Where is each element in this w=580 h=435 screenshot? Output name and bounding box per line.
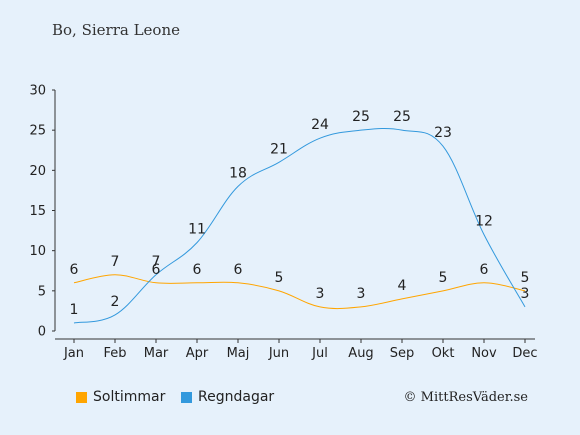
legend-label-soltimmar: Soltimmar [93,389,166,405]
data-label-soltimmar: 5 [275,270,284,286]
data-label-regndagar: 7 [152,254,161,270]
y-axis: 0 5 10 15 20 25 30 [29,84,56,340]
x-tick-label: Jul [311,346,328,361]
x-tick-label: Okt [432,346,455,361]
x-tick-label: Nov [471,346,497,361]
y-tick-label: 25 [29,124,46,139]
x-tick-label: Jun [268,346,289,361]
data-label-regndagar: 11 [188,222,206,238]
data-label-soltimmar: 5 [439,270,448,286]
x-axis: Jan Feb Mar Apr Maj Jun Jul Aug Sep Okt Nov Dec [55,338,538,361]
y-tick-label: 30 [29,84,46,99]
data-label-soltimmar: 3 [316,286,325,302]
x-tick-label: Maj [227,346,250,361]
legend-item-regndagar: Regndagar [181,389,274,405]
y-tick-label: 0 [38,325,46,340]
data-label-soltimmar: 6 [193,262,202,278]
series-line-regndagar [73,128,526,324]
data-label-soltimmar: 6 [480,262,489,278]
data-label-regndagar: 23 [434,125,452,141]
data-label-regndagar: 25 [352,109,370,125]
x-tick-label: Feb [103,346,126,361]
data-label-regndagar: 12 [475,214,493,230]
data-label-regndagar: 25 [393,109,411,125]
data-label-soltimmar: 6 [152,262,161,278]
x-tick-label: Aug [348,346,373,361]
data-label-regndagar: 18 [229,165,247,181]
x-tick-label: Mar [144,346,169,361]
x-tick-label: Apr [186,346,209,361]
data-label-regndagar: 1 [70,302,79,318]
data-label-soltimmar: 3 [357,286,366,302]
series-lines [73,128,526,324]
data-label-soltimmar: 4 [398,278,407,294]
y-tick-label: 10 [29,244,46,259]
data-label-regndagar: 24 [311,117,329,133]
credit-text: © MittResVäder.se [403,390,528,405]
y-tick-label: 5 [38,284,46,299]
data-label-regndagar: 21 [270,141,288,157]
y-tick-label: 15 [29,204,46,219]
legend-item-soltimmar: Soltimmar [76,389,165,405]
series-line-soltimmar [73,274,526,310]
data-label-soltimmar: 7 [111,254,120,270]
x-tick-label: Jan [63,346,84,361]
x-tick-label: Sep [390,346,415,361]
data-label-soltimmar: 6 [70,262,79,278]
data-label-soltimmar: 6 [234,262,243,278]
data-label-regndagar: 2 [111,294,120,310]
legend-swatch-soltimmar [76,391,87,403]
data-label-soltimmar: 5 [521,270,530,286]
x-tick-label: Dec [512,346,537,361]
y-tick-label: 20 [29,164,46,179]
legend-label-regndagar: Regndagar [198,389,275,405]
chart-title: Bo, Sierra Leone [52,21,180,39]
legend-swatch-regndagar [181,391,192,403]
data-label-regndagar: 3 [521,286,530,302]
